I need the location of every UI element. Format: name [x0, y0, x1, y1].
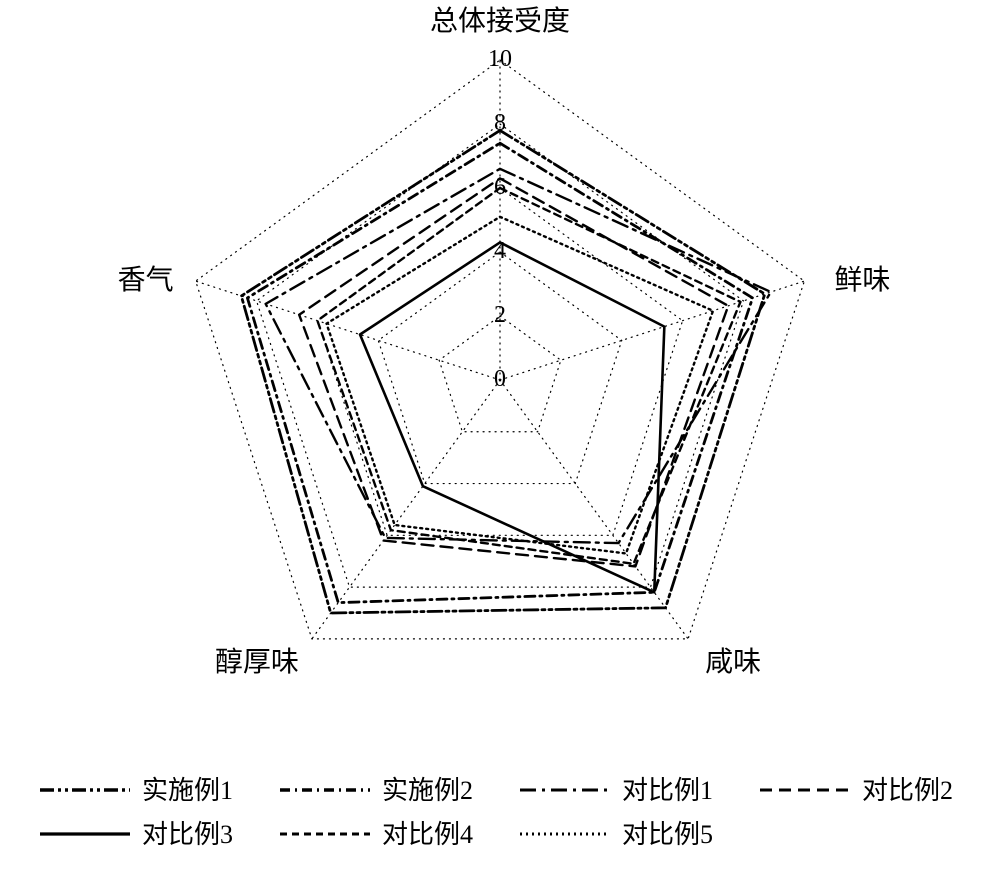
- tick-label: 8: [494, 110, 506, 136]
- tick-label: 0: [494, 366, 506, 392]
- legend-label-cmp1: 对比例1: [622, 776, 713, 805]
- tick-label: 10: [488, 46, 512, 72]
- axis-labels: 总体接受度鲜味咸味 醇厚味 香气: [118, 5, 891, 678]
- legend-label-cmp4: 对比例4: [382, 820, 473, 849]
- axis-label-rich: 醇厚味: [215, 646, 299, 678]
- legend-label-cmp2: 对比例2: [862, 776, 953, 805]
- legend-label-cmp3: 对比例3: [142, 820, 233, 849]
- axis-label-umami: 鲜味: [834, 264, 890, 296]
- radar-chart: 0 2 4 6 8 10 总体接受度鲜味咸味 醇厚味 香气实施例1 实施例2 对比例1 对比例2 对比例…: [0, 0, 1000, 879]
- axis-label-salty: 咸味: [705, 646, 761, 678]
- tick-label: 4: [494, 238, 506, 264]
- tick-label: 2: [494, 302, 506, 328]
- axis-label-overall: 总体接受度: [430, 5, 570, 37]
- axis-label-aroma: 香气: [118, 264, 174, 296]
- legend: 实施例1 实施例2 对比例1 对比例2 对比例3 对比例4 对比例5: [40, 776, 953, 849]
- radar-series: [241, 130, 771, 613]
- radar-chart-container: 0 2 4 6 8 10 总体接受度鲜味咸味 醇厚味 香气实施例1 实施例2 对比例1 对比例2 对比例…: [0, 0, 1000, 879]
- series-cmp4: [317, 188, 740, 564]
- series-cmp5: [327, 217, 714, 554]
- legend-label-cmp5: 对比例5: [622, 820, 713, 849]
- tick-label: 6: [494, 174, 506, 200]
- spoke: [500, 281, 804, 380]
- legend-label-ex2: 实施例2: [382, 776, 473, 805]
- legend-label-ex1: 实施例1: [142, 776, 233, 805]
